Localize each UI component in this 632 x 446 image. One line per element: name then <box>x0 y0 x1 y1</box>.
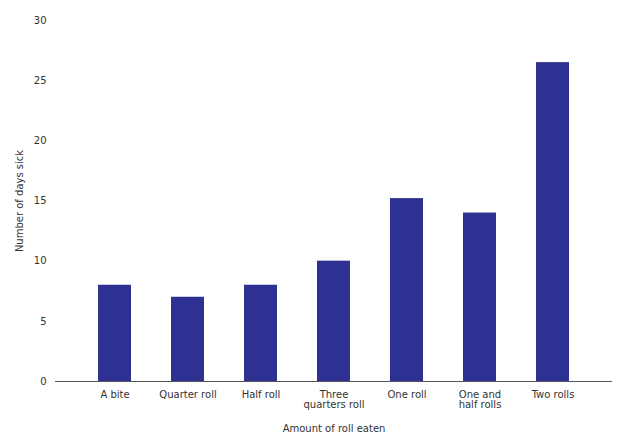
svg-text:20: 20 <box>34 135 47 146</box>
svg-text:15: 15 <box>34 195 47 206</box>
svg-text:30: 30 <box>34 15 47 26</box>
svg-text:Threequarters roll: Threequarters roll <box>303 389 364 410</box>
svg-text:One andhalf rolls: One andhalf rolls <box>459 389 502 410</box>
svg-text:Two rolls: Two rolls <box>531 389 575 400</box>
svg-text:One roll: One roll <box>387 389 426 400</box>
svg-text:A bite: A bite <box>100 389 129 400</box>
svg-text:Number of days sick: Number of days sick <box>14 150 25 252</box>
svg-text:5: 5 <box>40 316 46 327</box>
svg-text:0: 0 <box>40 376 46 387</box>
svg-text:10: 10 <box>34 255 47 266</box>
svg-text:Amount of roll eaten: Amount of roll eaten <box>283 423 386 434</box>
svg-text:25: 25 <box>34 75 47 86</box>
svg-text:Half roll: Half roll <box>242 389 281 400</box>
svg-text:Quarter roll: Quarter roll <box>159 389 216 400</box>
